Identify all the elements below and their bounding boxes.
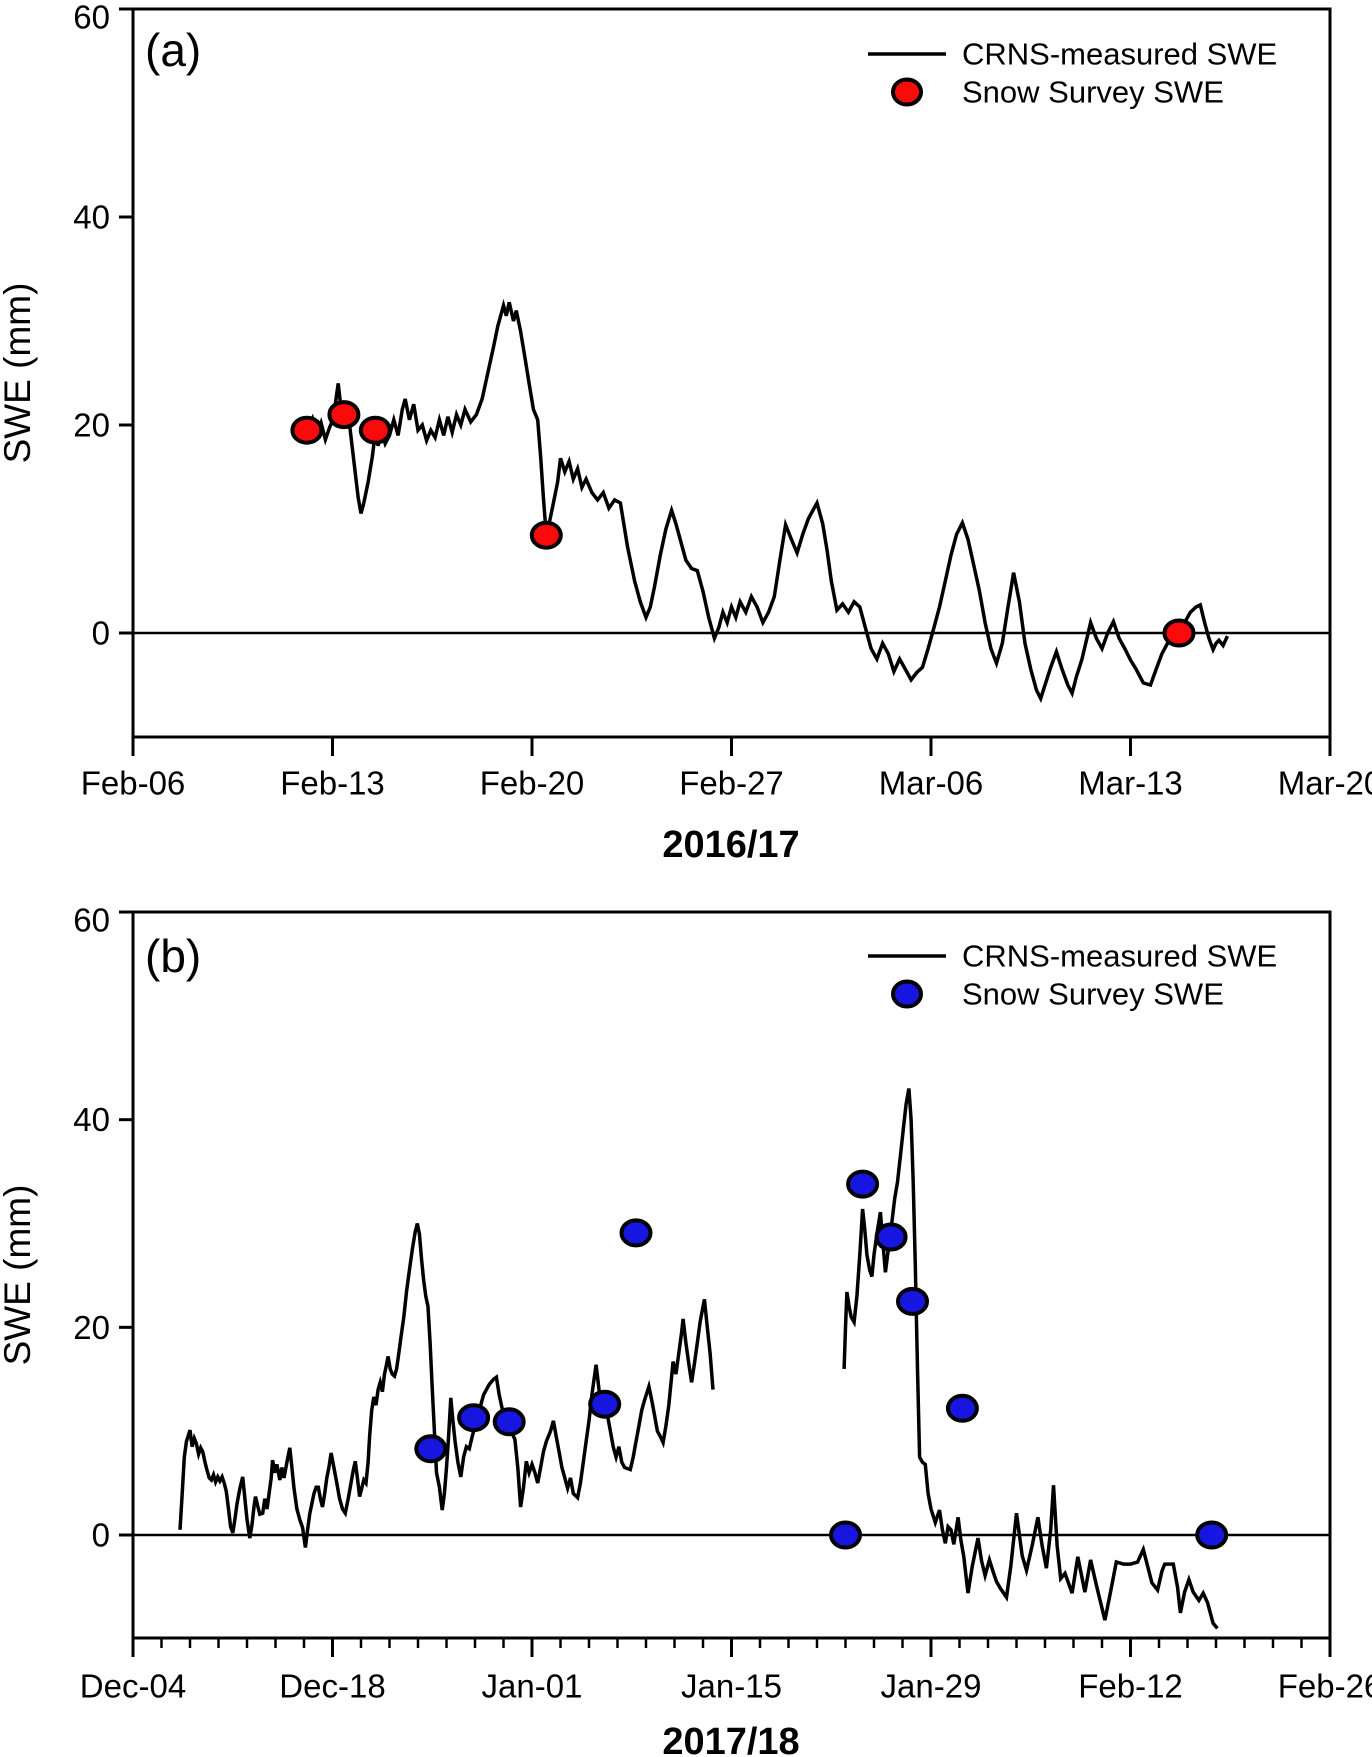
snow-survey-marker — [1195, 1520, 1229, 1550]
y-tick-label: 20 — [73, 1309, 110, 1346]
x-tick-label: Dec-18 — [279, 1668, 385, 1705]
y-tick-label: 20 — [73, 407, 110, 444]
snow-survey-marker — [358, 415, 392, 445]
x-tick-label: Jan-29 — [881, 1668, 982, 1705]
panel-b-title: 2017/18 — [662, 1721, 799, 1757]
snow-survey-marker — [1162, 618, 1196, 648]
snow-survey-marker — [414, 1434, 448, 1464]
x-tick-label: Feb-13 — [280, 765, 385, 802]
legend-crns-label: CRNS-measured SWE — [962, 939, 1277, 974]
snow-survey-marker — [492, 1407, 526, 1437]
panel-a-legend: CRNS-measured SWE Snow Survey SWE — [868, 37, 1277, 110]
plot-border — [131, 910, 1332, 1640]
x-tick-label: Mar-20 — [1278, 765, 1372, 802]
x-tick-label: Jan-01 — [482, 1668, 583, 1705]
snow-survey-marker — [619, 1218, 653, 1248]
legend-crns-label: CRNS-measured SWE — [962, 37, 1277, 72]
panel-b-ylabel: SWE (mm) — [0, 1185, 38, 1366]
y-tick-label: 0 — [92, 1517, 110, 1554]
x-tick-label: Dec-04 — [80, 1668, 186, 1705]
y-tick-label: 40 — [73, 1101, 110, 1138]
legend-survey-label: Snow Survey SWE — [962, 75, 1224, 110]
snow-survey-marker — [290, 415, 324, 445]
y-tick-label: 60 — [73, 902, 110, 939]
y-tick-label: 40 — [73, 199, 110, 236]
panel-a-plot: 0 20 40 60 Feb-06 Feb-13 Feb-20 Feb-27 Mar-06 Mar… — [73, 0, 1372, 802]
x-tick-label: Mar-06 — [879, 765, 984, 802]
panel-b-plot: 0 20 40 60 Dec-04 Dec-18 Jan-01 Jan-15 Jan-29 Feb… — [73, 902, 1372, 1705]
panel-b-letter: (b) — [145, 930, 201, 982]
x-tick-label: Feb-20 — [480, 765, 585, 802]
legend-circle-sample — [891, 979, 923, 1009]
legend-survey-label: Snow Survey SWE — [962, 977, 1224, 1012]
x-tick-label: Mar-13 — [1078, 765, 1183, 802]
x-tick-label: Feb-27 — [679, 765, 784, 802]
y-tick-label: 60 — [73, 0, 110, 36]
x-tick-label: Feb-12 — [1078, 1668, 1183, 1705]
panel-a-title: 2016/17 — [662, 824, 799, 866]
snow-survey-marker — [457, 1403, 491, 1433]
legend-circle-sample — [891, 77, 923, 107]
x-tick-label: Feb-26 — [1278, 1668, 1372, 1705]
y-tick-label: 0 — [92, 615, 110, 652]
snow-survey-marker — [529, 520, 563, 550]
crns-swe-line — [293, 298, 1229, 704]
snow-survey-marker — [945, 1393, 979, 1423]
panel-a-letter: (a) — [145, 24, 201, 76]
snow-survey-marker — [874, 1222, 908, 1252]
crns-swe-line — [842, 1088, 1219, 1630]
snow-survey-marker — [896, 1286, 929, 1316]
x-tick-label: Feb-06 — [81, 765, 186, 802]
crns-swe-line — [178, 1223, 715, 1548]
snow-survey-marker — [829, 1520, 862, 1550]
plot-border — [131, 7, 1332, 739]
snow-survey-marker — [327, 400, 361, 430]
panel-b-legend: CRNS-measured SWE Snow Survey SWE — [868, 939, 1277, 1012]
snow-survey-marker — [846, 1169, 880, 1199]
snow-survey-marker — [588, 1389, 622, 1419]
x-tick-label: Jan-15 — [681, 1668, 782, 1705]
panel-a-ylabel: SWE (mm) — [0, 283, 38, 464]
